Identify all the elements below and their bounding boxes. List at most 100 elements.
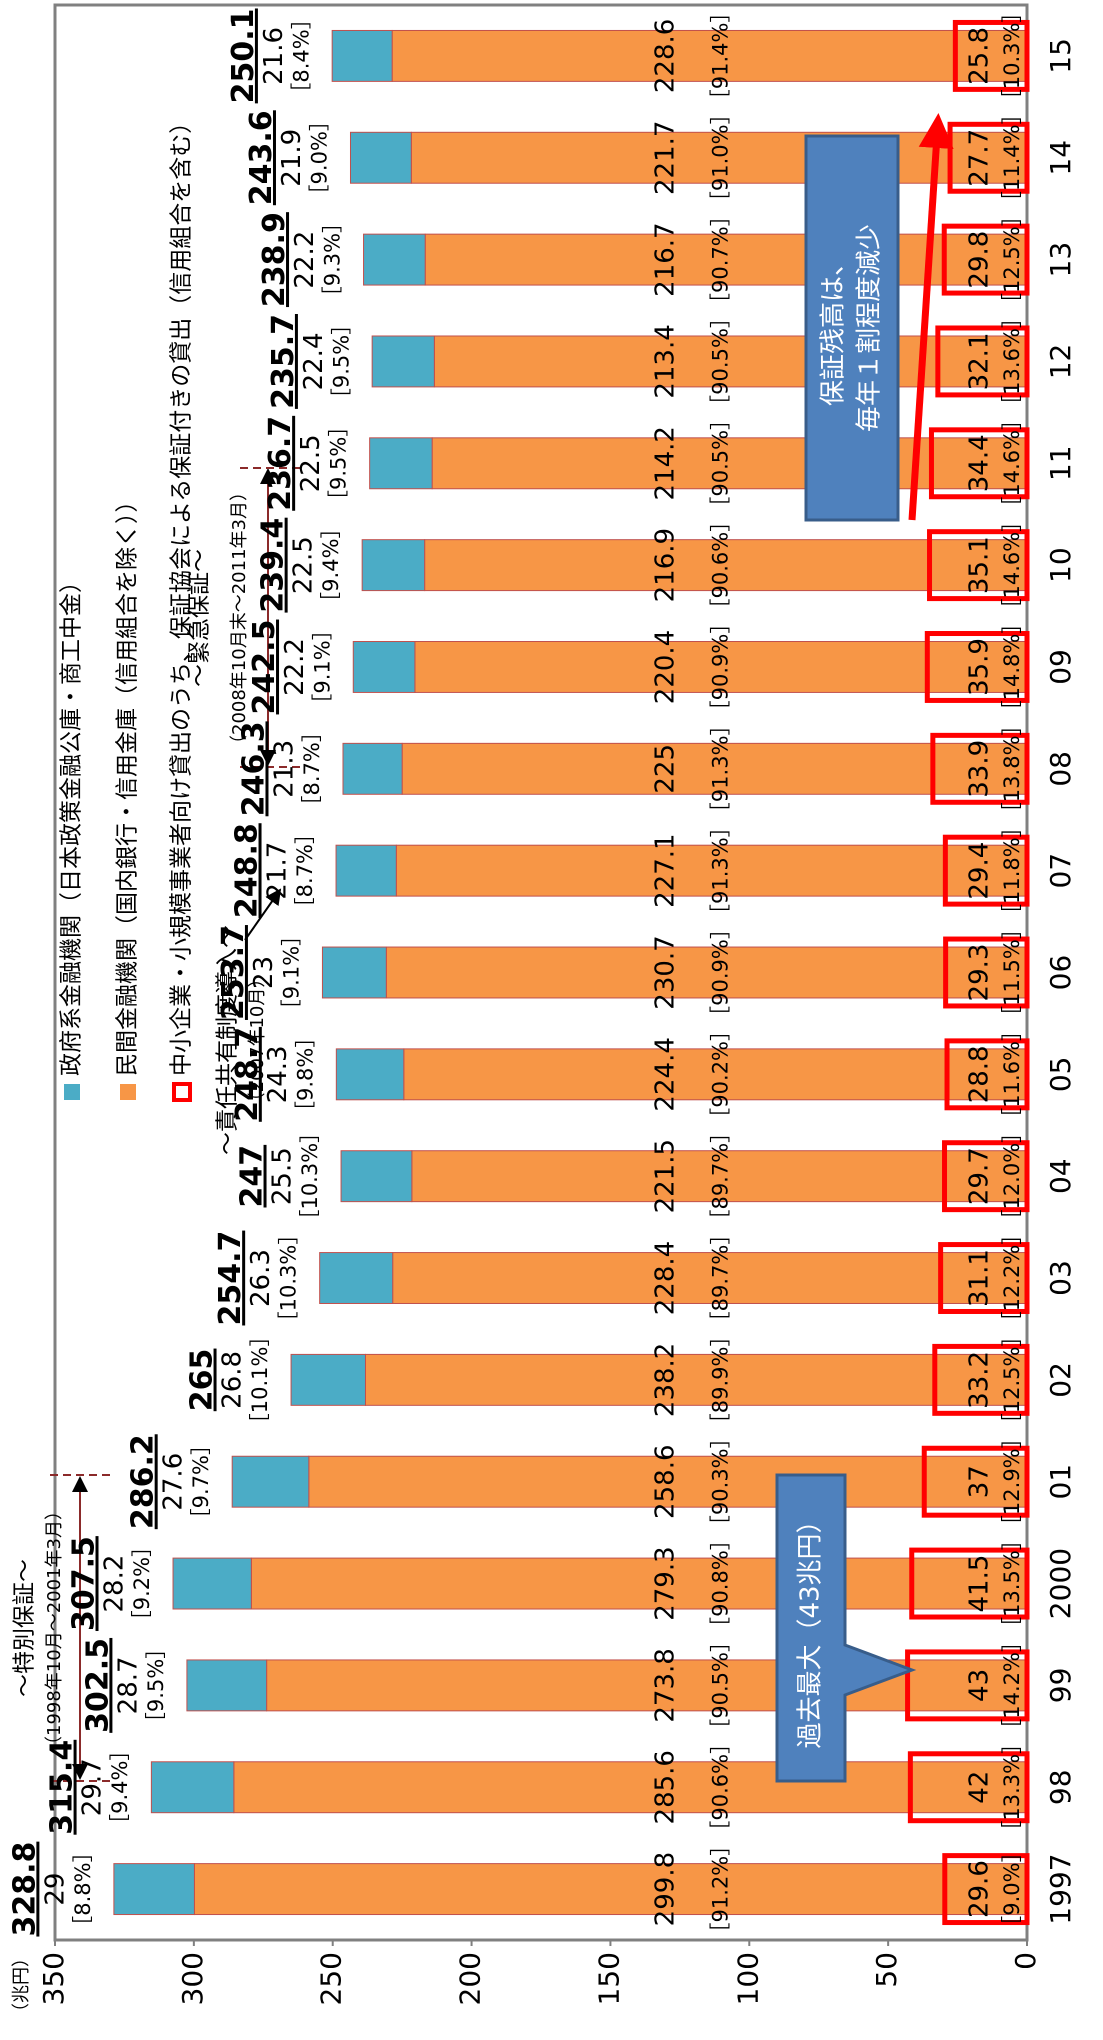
- total-label: 236.7: [263, 416, 298, 511]
- annotation-period: （2007年10月）: [247, 970, 268, 1111]
- bar-segment: [319, 1252, 394, 1304]
- share-label: ［90.7%］: [709, 205, 733, 314]
- share-label: ［8.7%］: [293, 823, 317, 918]
- annotation-title: ～緊急保証～: [187, 549, 213, 687]
- value-label: 29.8: [964, 231, 994, 289]
- share-label: ［9.4%］: [108, 1740, 132, 1835]
- total-label: 328.8: [7, 1842, 42, 1937]
- share-label: ［9.5%］: [144, 1638, 168, 1733]
- share-label: ［90.5%］: [709, 307, 733, 416]
- value-label: 42: [964, 1771, 994, 1804]
- guarantee-box: [947, 121, 1030, 194]
- share-label: ［9.4%］: [319, 517, 343, 612]
- x-tick-label: 02: [1044, 1362, 1077, 1398]
- value-label: 29.3: [964, 944, 994, 1002]
- guarantee-box: [928, 427, 1030, 500]
- callout-text: 毎年１割程度減少: [855, 224, 885, 432]
- annotation-period: （2008年10月末～2011年3月）: [229, 483, 250, 753]
- annotation-title: ～責任共有制度導入～: [215, 925, 241, 1155]
- value-label: 25.5: [268, 1147, 298, 1205]
- guarantee-box: [907, 1751, 1030, 1824]
- value-label: 37: [964, 1465, 994, 1498]
- value-label: 22.2: [280, 638, 310, 696]
- value-label: 213.4: [650, 324, 680, 398]
- share-label: ［11.6%］: [1000, 1020, 1024, 1129]
- share-label: ［90.3%］: [709, 1427, 733, 1536]
- share-label: ［90.9%］: [709, 918, 733, 1027]
- guarantee-box: [942, 1140, 1030, 1213]
- share-label: ［9.2%］: [130, 1536, 154, 1631]
- guarantee-box: [942, 834, 1030, 907]
- bar-segment: [363, 233, 426, 286]
- total-label: 247: [235, 1145, 270, 1208]
- bar-segment: [335, 844, 397, 897]
- value-label: 225: [650, 744, 680, 794]
- value-label: 28.2: [100, 1555, 130, 1613]
- value-label: 238.2: [650, 1343, 680, 1417]
- value-label: 228.4: [650, 1241, 680, 1315]
- share-label: ［90.9%］: [709, 613, 733, 722]
- share-label: ［9.5%］: [329, 314, 353, 409]
- share-label: ［90.6%］: [709, 511, 733, 620]
- total-label: 242.5: [247, 620, 282, 715]
- x-tick-label: 05: [1044, 1057, 1077, 1093]
- value-label: 228.6: [650, 19, 680, 93]
- x-tick-label: 1997: [1044, 1853, 1077, 1924]
- value-label: 41.5: [964, 1555, 994, 1613]
- value-label: 22.4: [299, 333, 329, 391]
- value-label: 227.1: [650, 833, 680, 907]
- total-label: 286.2: [126, 1434, 161, 1529]
- share-label: ［10.3%］: [277, 1224, 301, 1333]
- x-tick-label: 99: [1044, 1668, 1077, 1704]
- x-tick-label: 11: [1044, 445, 1077, 481]
- total-label: 302.5: [80, 1638, 115, 1733]
- value-label: 26.3: [246, 1249, 276, 1307]
- total-label: 307.5: [67, 1536, 102, 1631]
- bar-segment: [186, 1659, 268, 1712]
- bar-segment: [290, 1353, 366, 1406]
- x-tick-label: 2000: [1044, 1548, 1077, 1619]
- value-label: 27.7: [964, 129, 994, 187]
- value-label: 216.9: [650, 528, 680, 602]
- value-label: 24.3: [263, 1045, 293, 1103]
- legend-swatch: [120, 1084, 136, 1100]
- value-label: 22.5: [289, 536, 319, 594]
- share-label: ［91.2%］: [709, 1835, 733, 1944]
- value-label: 35.1: [964, 536, 994, 594]
- share-label: ［12.0%］: [1000, 1122, 1024, 1231]
- share-label: ［14.6%］: [1000, 511, 1024, 620]
- share-label: ［90.6%］: [709, 1733, 733, 1842]
- share-label: ［8.7%］: [300, 721, 324, 816]
- share-label: ［9.1%］: [311, 619, 335, 714]
- guarantee-box: [941, 223, 1030, 296]
- share-label: ［12.9%］: [1000, 1427, 1024, 1536]
- value-label: 273.8: [650, 1648, 680, 1722]
- callout-text: 保証残高は、: [819, 250, 849, 406]
- value-label: 28.8: [964, 1045, 994, 1103]
- total-label: 246.3: [236, 721, 271, 816]
- total-label: 239.4: [256, 518, 291, 613]
- bar-segment: [342, 742, 403, 795]
- x-tick-label: 14: [1044, 140, 1077, 176]
- value-label: 29.7: [964, 1147, 994, 1205]
- share-label: ［14.2%］: [1000, 1631, 1024, 1740]
- bar-segment: [266, 1659, 1028, 1712]
- total-label: 254.7: [213, 1231, 248, 1326]
- callout-box: [804, 134, 900, 522]
- share-label: ［90.8%］: [709, 1529, 733, 1638]
- x-tick-label: 03: [1044, 1260, 1077, 1296]
- x-tick-label: 06: [1044, 955, 1077, 991]
- value-label: 21.3: [269, 740, 299, 798]
- share-label: ［13.3%］: [1000, 1733, 1024, 1842]
- legend-swatch: [172, 1082, 192, 1102]
- x-tick-label: 09: [1044, 649, 1077, 685]
- total-label: 235.7: [266, 314, 301, 409]
- y-tick-label: 100: [731, 1952, 764, 2005]
- value-label: 28.7: [113, 1656, 143, 1714]
- x-tick-label: 98: [1044, 1769, 1077, 1805]
- value-label: 29.4: [964, 842, 994, 900]
- bar-segment: [113, 1863, 195, 1916]
- total-label: 238.9: [257, 212, 292, 307]
- share-label: ［91.3%］: [709, 816, 733, 925]
